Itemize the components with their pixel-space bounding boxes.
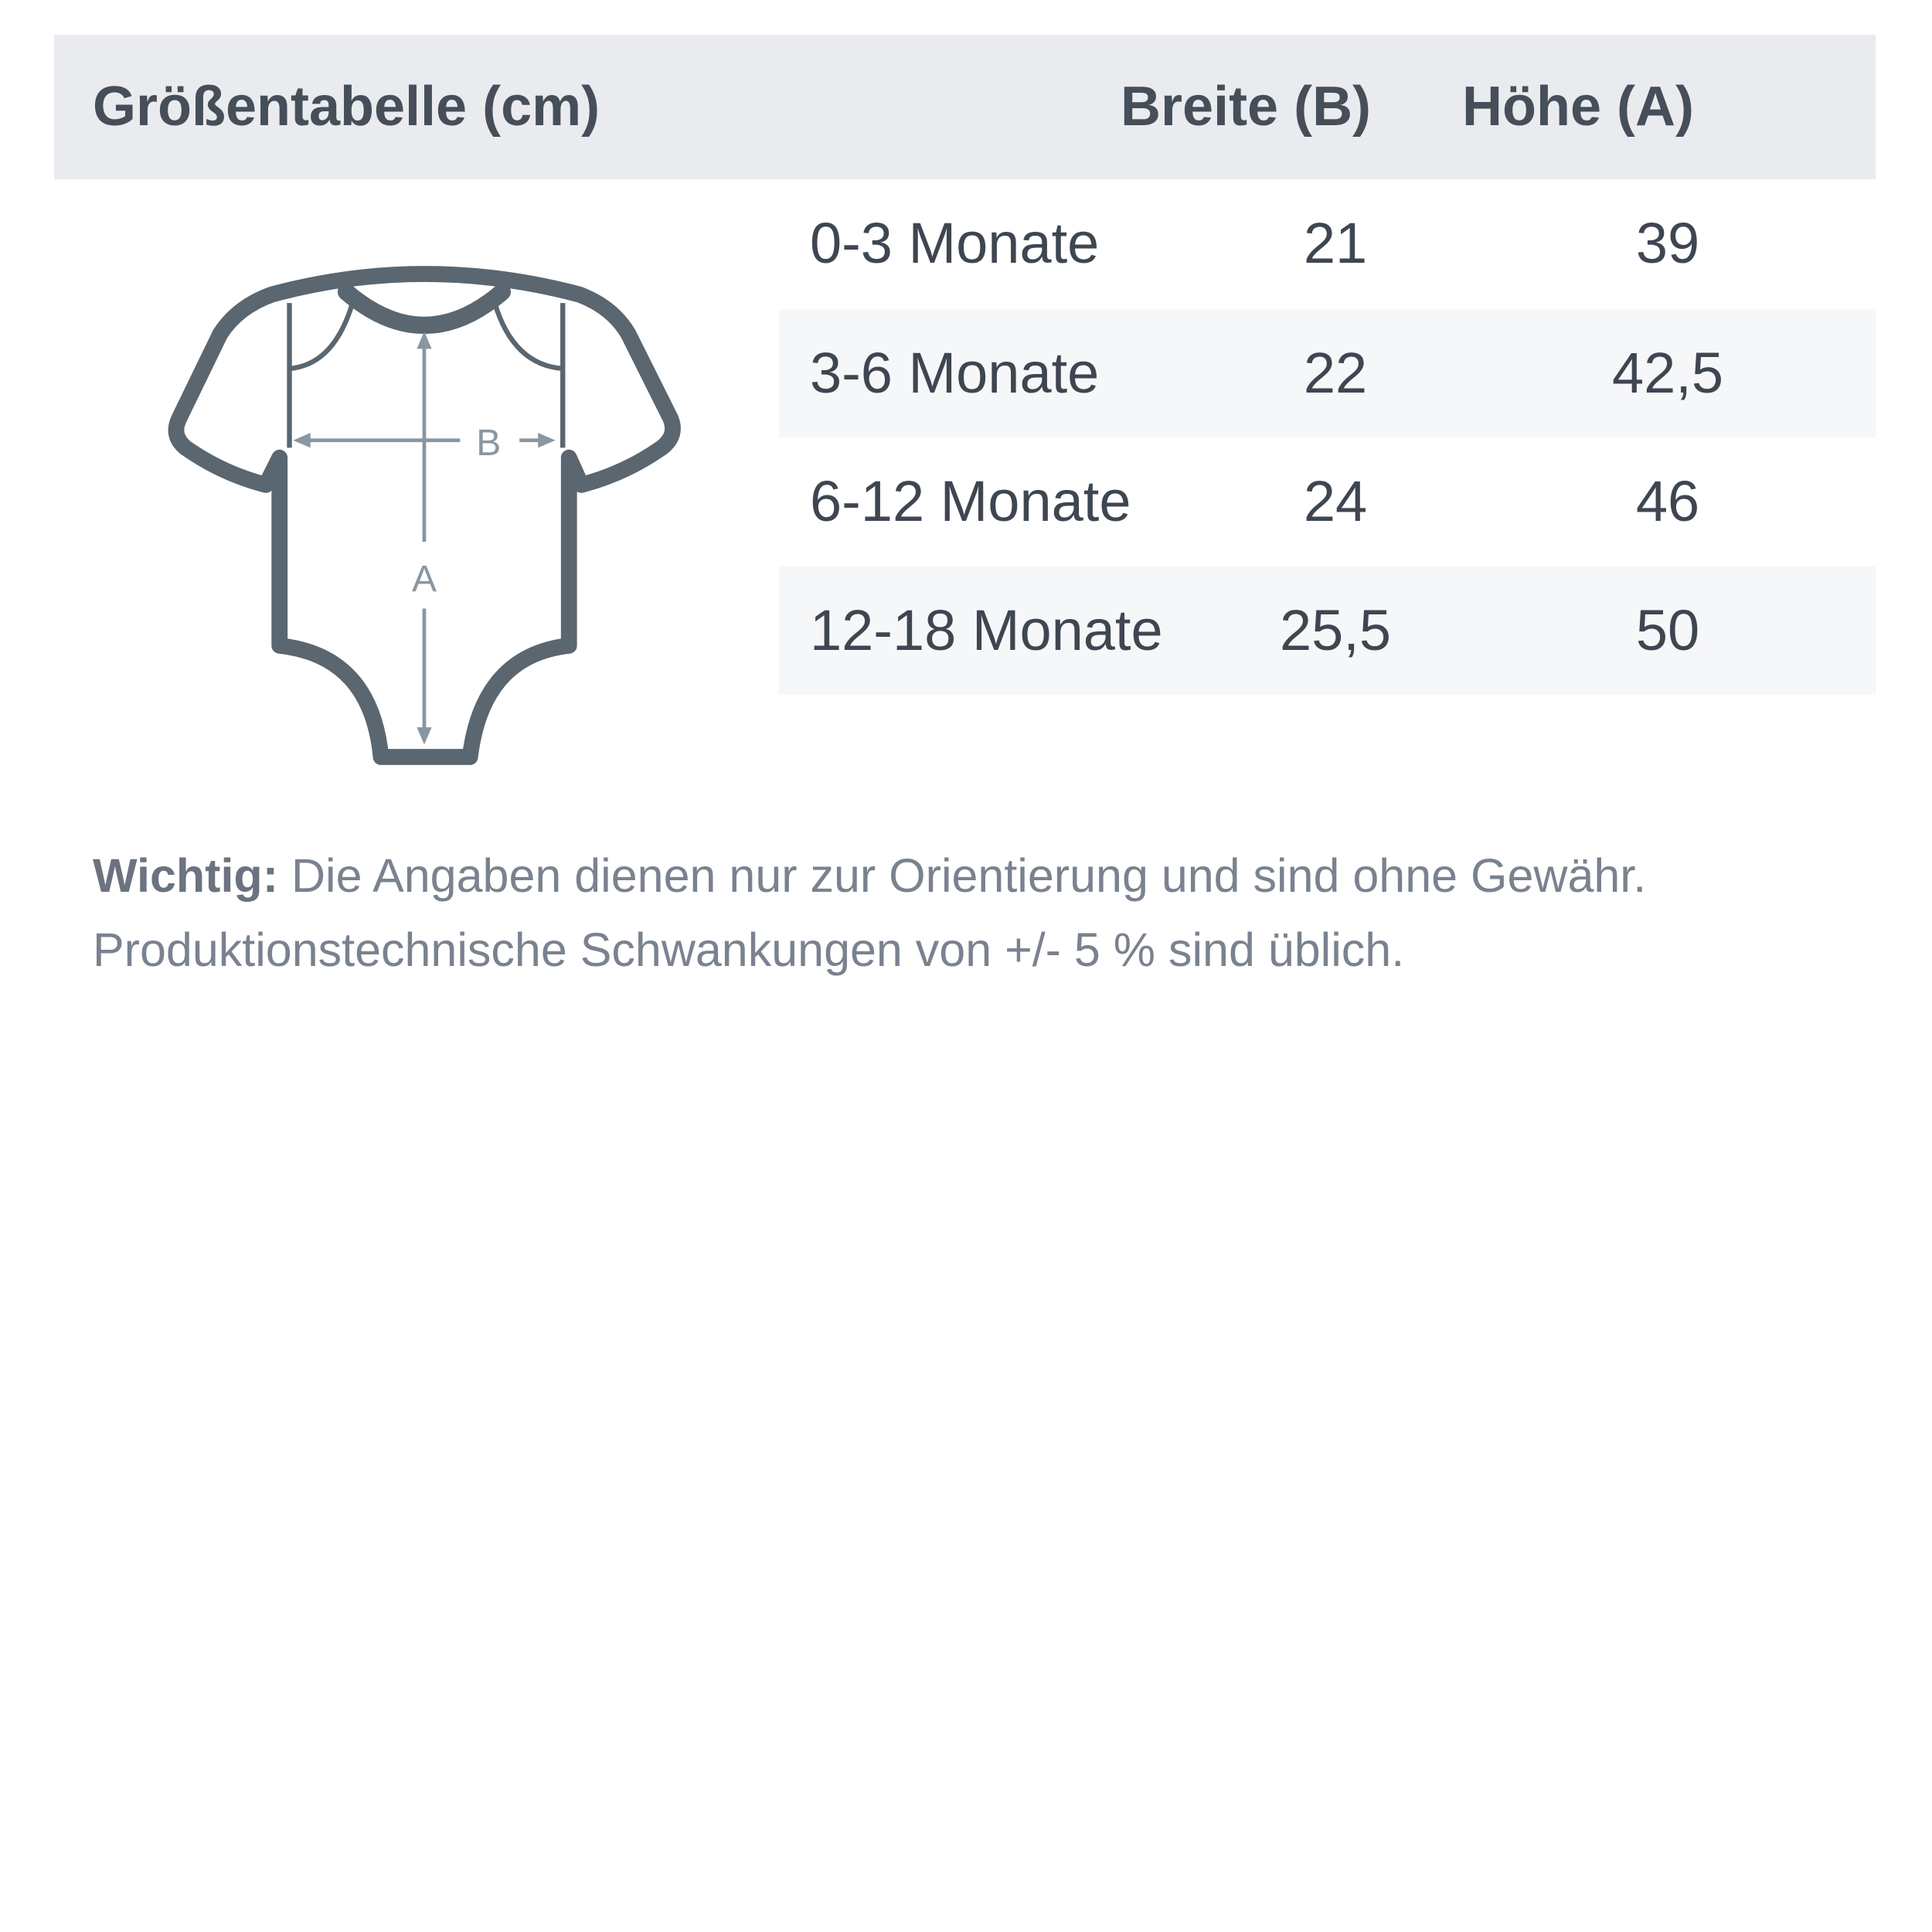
- width-cell: 21: [1303, 211, 1368, 275]
- measure-arrows: [293, 331, 556, 745]
- width-cell: 24: [1303, 469, 1368, 533]
- height-cell: 39: [1635, 211, 1700, 275]
- table-row: 6-12 Monate 24 46: [779, 437, 1876, 566]
- table-header: Größentabelle (cm) Breite (B) Höhe (A): [54, 35, 1876, 179]
- table-title: Größentabelle (cm): [93, 76, 600, 138]
- height-cell: 42,5: [1611, 341, 1724, 405]
- size-cell: 3-6 Monate: [810, 341, 1100, 405]
- note-line-1: Die Angaben dienen nur zur Orientierung …: [278, 849, 1647, 902]
- note-label: Wichtig:: [93, 849, 279, 902]
- table-row: 0-3 Monate 21 39: [779, 179, 1876, 308]
- bodysuit-seams: [287, 302, 566, 448]
- column-header-width: Breite (B): [1121, 76, 1372, 138]
- table-row: 12-18 Monate 25,5 50: [779, 566, 1876, 695]
- column-header-height: Höhe (A): [1462, 76, 1694, 138]
- size-cell: 6-12 Monate: [810, 469, 1131, 533]
- height-cell: 46: [1635, 469, 1700, 533]
- width-cell: 25,5: [1279, 598, 1392, 662]
- table-row: 3-6 Monate 22 42,5: [779, 309, 1876, 437]
- label-height: A: [412, 559, 437, 600]
- width-cell: 22: [1303, 341, 1368, 405]
- disclaimer-note: Wichtig: Die Angaben dienen nur zur Orie…: [93, 838, 1870, 987]
- note-line-2: Produktionstechnische Schwankungen von +…: [93, 923, 1405, 976]
- size-cell: 12-18 Monate: [810, 598, 1163, 662]
- label-width: B: [476, 423, 501, 464]
- height-cell: 50: [1635, 598, 1700, 662]
- bodysuit-outline: [168, 266, 681, 765]
- size-cell: 0-3 Monate: [810, 211, 1100, 275]
